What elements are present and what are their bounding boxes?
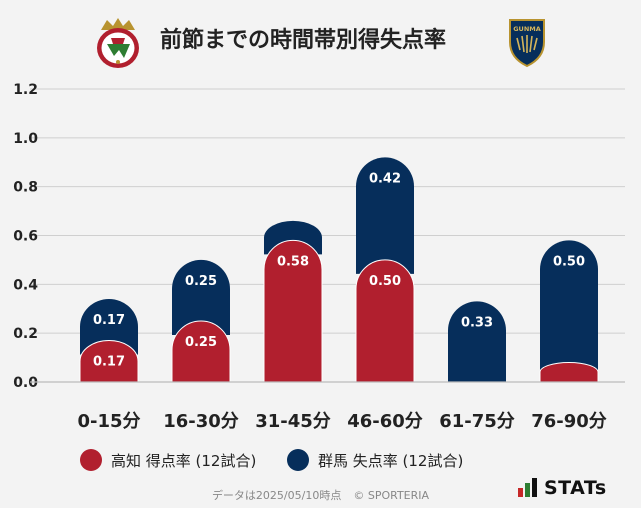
data-label-home-0: 0.17 [93,354,125,369]
stats-logo: STATs [517,477,607,499]
bar-away-3 [356,157,414,274]
footer: データは2025/05/10時点 © SPORTERIA [0,487,641,503]
x-category-label-3: 46-60分 [347,411,423,432]
bar-away-1 [172,259,230,335]
kochi-united-emblem-icon [97,18,139,68]
y-tick-label-0: 0.0 [13,375,38,391]
x-category-label-0: 0-15分 [77,411,140,432]
data-label-away-4: 0.33 [461,315,493,330]
x-category-label-2: 31-45分 [255,411,331,432]
data-label-home-1: 0.25 [185,335,217,350]
legend-home-label: 高知 得点率 (12試合) [111,451,257,470]
x-category-label-5: 76-90分 [531,411,607,432]
data-label-away-1: 0.25 [185,274,217,289]
bar-away-5 [540,240,598,377]
legend-home: 高知 得点率 (12試合) [80,449,256,471]
data-label-away-5: 0.50 [553,254,585,269]
bar-home-1 [171,320,231,383]
bar-home-2 [263,239,323,383]
stats-bars-icon [518,478,537,497]
y-tick-label-2: 0.4 [13,277,38,293]
y-tick-label-5: 1.0 [13,131,38,147]
legend-away-label: 群馬 失点率 (12試合) [318,451,464,470]
data-label-home-3: 0.50 [369,274,401,289]
y-tick-label-4: 0.8 [13,180,38,196]
x-category-label-1: 16-30分 [163,411,239,432]
data-label-away-0: 0.17 [93,313,125,328]
copyright-note: © SPORTERIA [353,489,430,502]
stats-logo-text: STATs [544,477,607,499]
thespa-gunma-emblem-icon: GUNMA [509,19,545,68]
chart-title: 前節までの時間帯別得失点率 [160,28,447,53]
bar-home-0 [79,340,139,383]
bar-away-0 [80,298,138,355]
away-emblem-text: GUNMA [513,25,541,33]
legend-away: 群馬 失点率 (12試合) [287,449,463,471]
bar-home-5 [539,361,599,383]
legend-home-marker [80,449,102,471]
data-date-note: データは2025/05/10時点 [211,489,342,502]
x-category-label-4: 61-75分 [439,411,515,432]
y-tick-label-6: 1.2 [13,82,38,98]
bar-home-3 [355,259,415,383]
data-label-away-3: 0.42 [369,171,401,186]
y-tick-label-3: 0.6 [13,229,38,245]
y-tick-label-1: 0.2 [13,326,38,342]
legend-away-marker [287,449,309,471]
bar-away-4 [448,301,506,382]
data-label-home-2: 0.58 [277,254,309,269]
